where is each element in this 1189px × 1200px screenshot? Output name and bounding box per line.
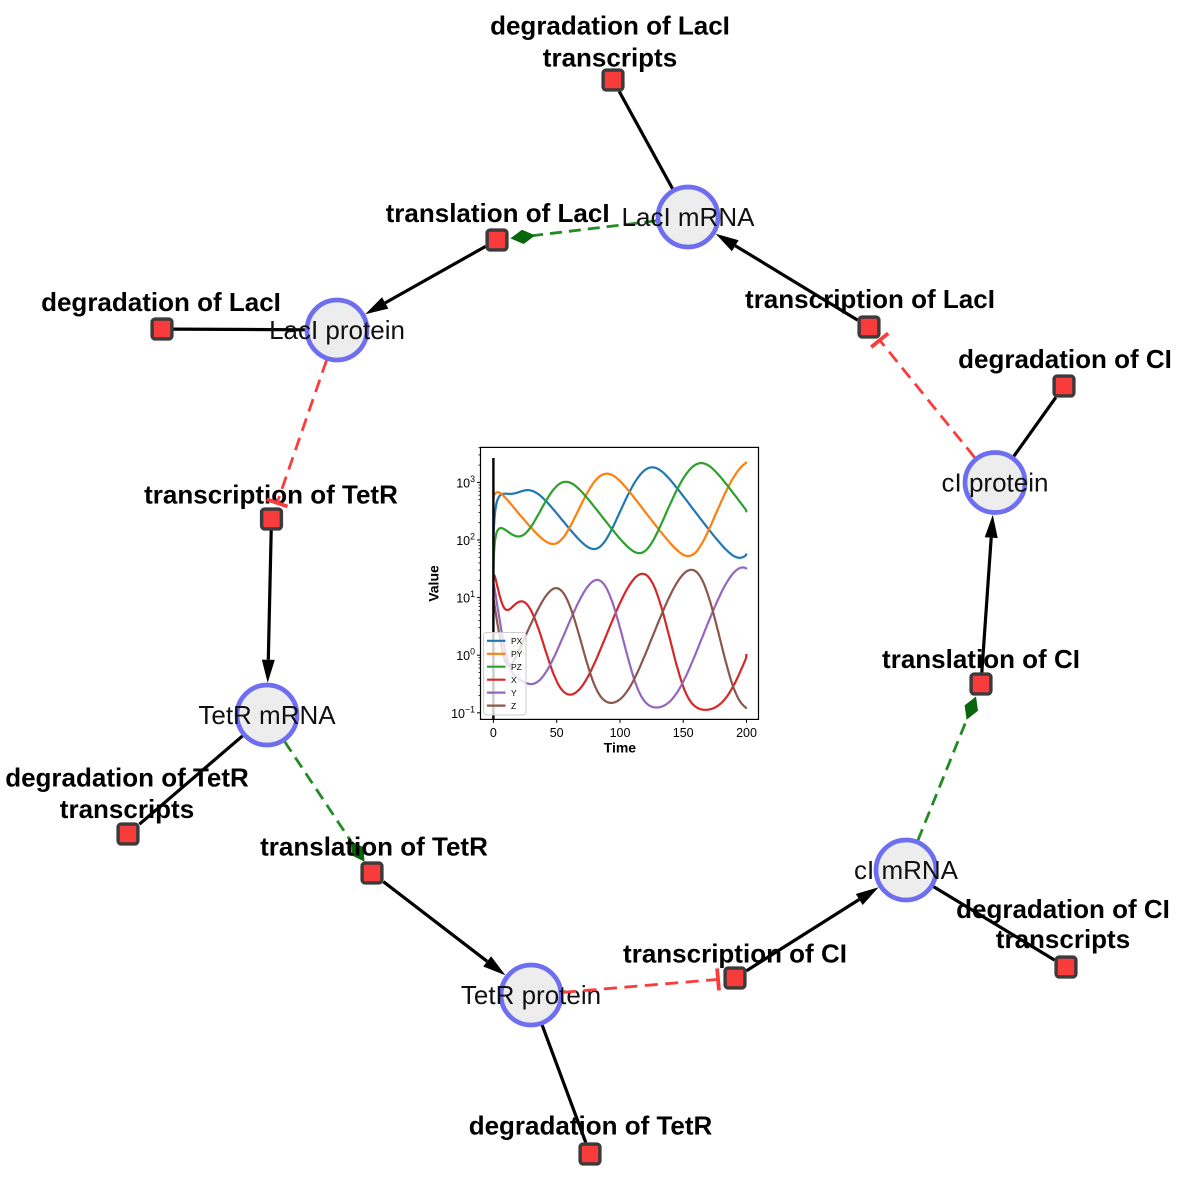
svg-text:LacI mRNA: LacI mRNA (622, 202, 756, 232)
svg-text:X: X (511, 675, 517, 685)
svg-text:150: 150 (673, 726, 694, 740)
svg-text:PZ: PZ (511, 662, 522, 672)
svg-text:PX: PX (511, 636, 523, 646)
svg-text:degradation of LacI: degradation of LacI (41, 287, 281, 317)
svg-text:translation of CI: translation of CI (882, 644, 1080, 674)
svg-text:100: 100 (610, 726, 631, 740)
svg-text:Y: Y (511, 688, 517, 698)
svg-text:degradation of CI: degradation of CI (956, 894, 1170, 924)
svg-text:LacI protein: LacI protein (269, 315, 405, 345)
svg-text:translation of TetR: translation of TetR (260, 831, 488, 861)
svg-text:transcripts: transcripts (60, 794, 194, 824)
svg-text:cI protein: cI protein (942, 468, 1049, 498)
svg-text:200: 200 (736, 726, 757, 740)
svg-text:0: 0 (490, 726, 497, 740)
svg-text:transcription of CI: transcription of CI (623, 939, 847, 969)
svg-text:degradation of LacI: degradation of LacI (490, 11, 730, 41)
svg-text:transcripts: transcripts (996, 924, 1130, 954)
svg-text:TetR protein: TetR protein (461, 980, 601, 1010)
svg-text:translation of LacI: translation of LacI (386, 198, 610, 228)
svg-text:TetR mRNA: TetR mRNA (198, 700, 336, 730)
svg-text:Value: Value (426, 565, 442, 602)
svg-text:transcription of TetR: transcription of TetR (144, 480, 398, 510)
svg-text:degradation of CI: degradation of CI (958, 344, 1172, 374)
svg-text:Time: Time (604, 740, 637, 756)
svg-text:Z: Z (511, 701, 516, 711)
svg-text:degradation of TetR: degradation of TetR (469, 1111, 713, 1141)
svg-text:50: 50 (550, 726, 564, 740)
svg-text:PY: PY (511, 649, 523, 659)
svg-text:transcription of LacI: transcription of LacI (745, 284, 995, 314)
svg-text:transcripts: transcripts (543, 43, 677, 73)
svg-text:cI mRNA: cI mRNA (854, 855, 959, 885)
svg-text:degradation of TetR: degradation of TetR (5, 763, 249, 793)
